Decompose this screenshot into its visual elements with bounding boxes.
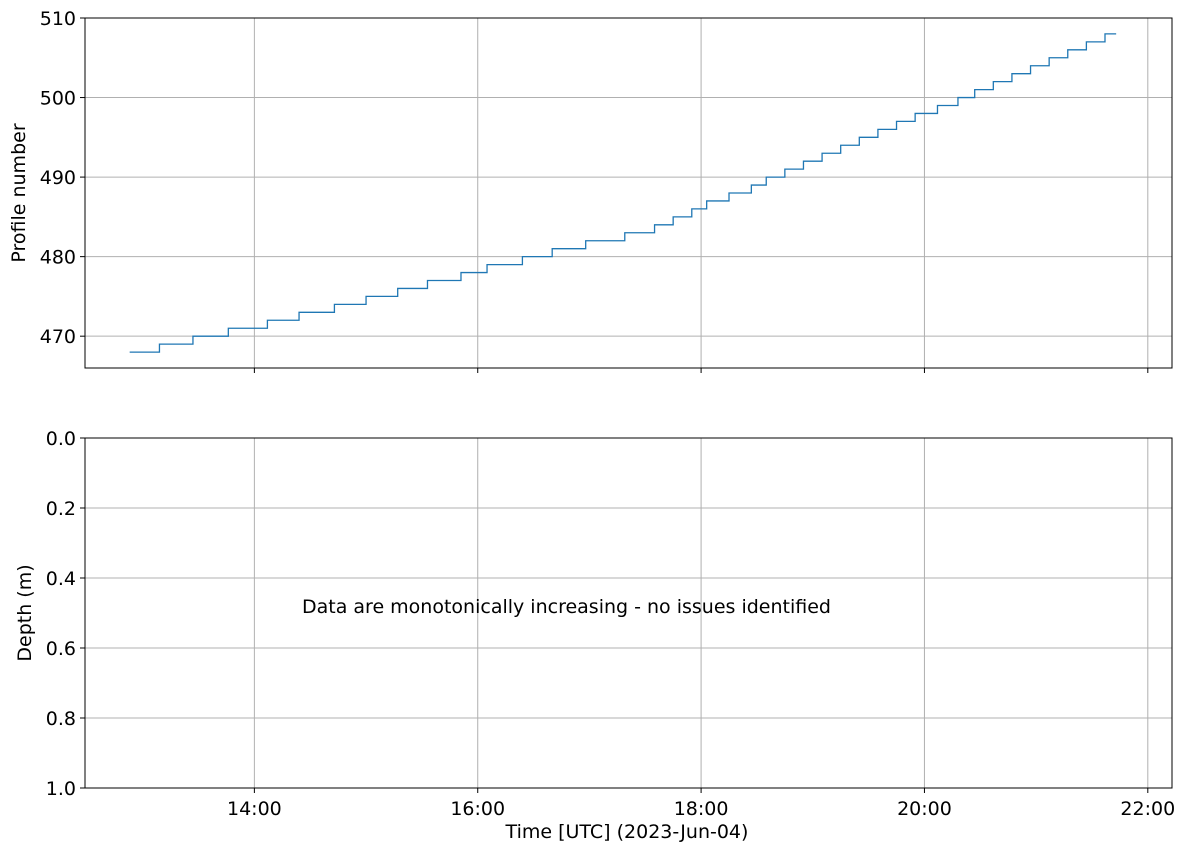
status-annotation: Data are monotonically increasing - no i… <box>302 596 831 618</box>
bottom-panel: 0.0 0.2 0.4 0.6 0.8 1.0 14:00 16:00 18:00 20:00 2… <box>14 428 1175 843</box>
top-ytick-label-2: 490 <box>40 167 76 189</box>
top-y-ticks: 470 480 490 500 510 <box>40 8 85 348</box>
bottom-ytick-label-3: 0.6 <box>46 638 76 660</box>
top-axes-frame <box>84 17 1173 369</box>
bottom-ytick-label-0: 0.0 <box>46 428 76 450</box>
top-ytick-label-1: 480 <box>40 247 76 269</box>
bottom-ytick-label-1: 0.2 <box>46 498 76 520</box>
bottom-ytick-label-5: 1.0 <box>46 778 76 800</box>
bottom-xtick-label-3: 20:00 <box>897 798 952 820</box>
top-ytick-label-4: 510 <box>40 8 76 30</box>
bottom-ytick-label-2: 0.4 <box>46 568 76 590</box>
bottom-xtick-label-2: 18:00 <box>674 798 729 820</box>
top-ytick-label-3: 500 <box>40 88 76 110</box>
profile-step-line <box>129 33 1117 353</box>
top-gridlines <box>85 17 1172 368</box>
bottom-xtick-label-1: 16:00 <box>450 798 505 820</box>
bottom-axes-frame <box>84 437 1173 789</box>
bottom-y-axis-label: Depth (m) <box>14 564 36 661</box>
bottom-ytick-label-4: 0.8 <box>46 708 76 730</box>
bottom-xtick-label-4: 22:00 <box>1120 798 1175 820</box>
x-axis-label: Time [UTC] (2023-Jun-04) <box>505 821 749 843</box>
top-ytick-label-0: 470 <box>40 326 76 348</box>
bottom-x-ticks: 14:00 16:00 18:00 20:00 22:00 <box>227 788 1175 820</box>
top-y-axis-label: Profile number <box>8 123 30 262</box>
bottom-xtick-label-0: 14:00 <box>227 798 282 820</box>
top-x-ticks <box>253 368 1149 373</box>
bottom-y-ticks: 0.0 0.2 0.4 0.6 0.8 1.0 <box>46 428 85 800</box>
top-panel: 470 480 490 500 510 Profile number <box>8 8 1173 373</box>
